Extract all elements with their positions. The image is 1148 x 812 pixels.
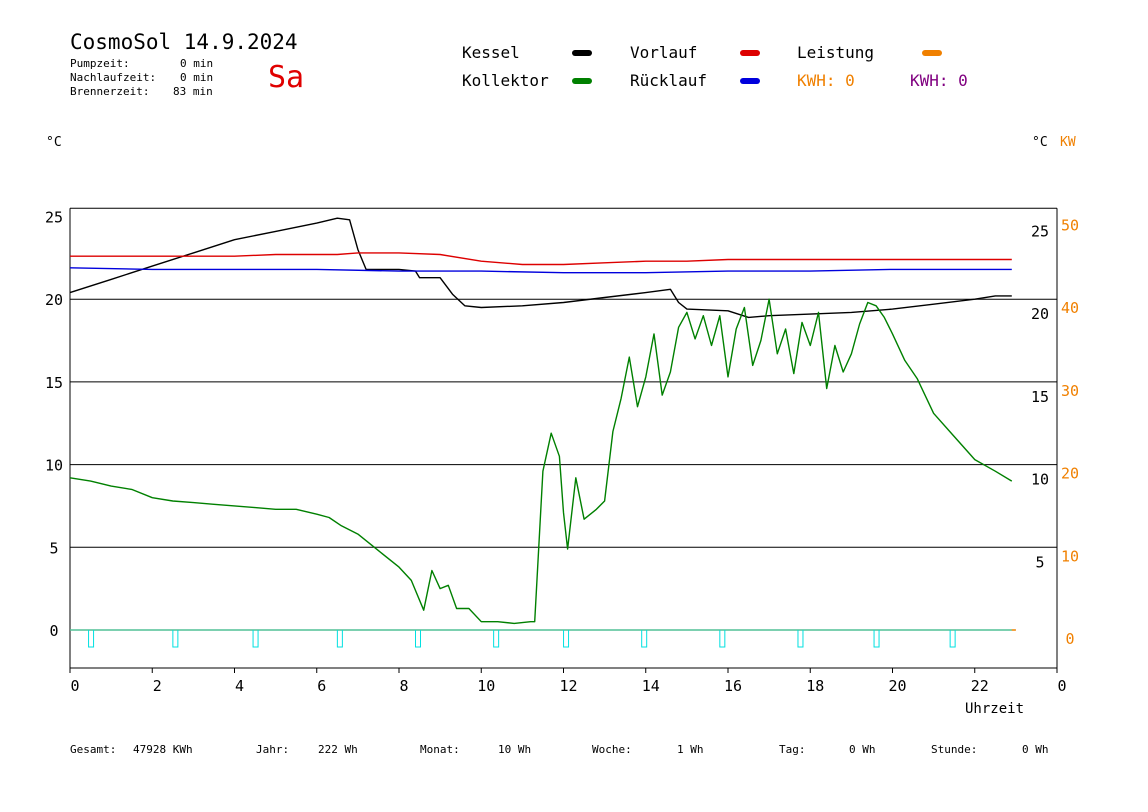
y-right-kw-tick-label: 30: [1061, 382, 1079, 400]
left-axis-unit: °C: [46, 135, 62, 150]
legend-ruecklauf-label: Rücklauf: [630, 71, 708, 90]
x-tick-label: 18: [806, 677, 824, 695]
y-left-tick-label: 10: [45, 457, 63, 475]
footer-jahr-value: 222 Wh: [318, 743, 358, 756]
y-left-tick-label: 15: [45, 374, 63, 392]
legend-kwh-total: KWH: 0: [910, 71, 968, 90]
y-left-tick-label: 25: [45, 209, 63, 227]
series-line-kessel: [69, 217, 1012, 319]
x-tick-label: 10: [477, 677, 495, 695]
x-tick-label: 12: [559, 677, 577, 695]
stat-value-brennerzeit: 83 min: [173, 85, 213, 98]
pump-marker: [641, 629, 648, 648]
y-right-celsius-tick-label: 25: [1031, 223, 1049, 241]
y-right-kw-tick-label: 10: [1061, 547, 1079, 565]
legend-leistung-label: Leistung: [797, 43, 875, 62]
footer-stunde-value: 0 Wh: [1022, 743, 1049, 756]
x-tick-label: 0: [1057, 677, 1066, 695]
x-tick-label: 8: [399, 677, 408, 695]
footer-tag-value: 0 Wh: [849, 743, 876, 756]
legend-leistung-swatch: [922, 50, 942, 56]
stat-value-nachlaufzeit: 0 min: [180, 71, 214, 84]
x-tick-label: 16: [724, 677, 742, 695]
y-right-kw-tick-label: 0: [1065, 630, 1074, 648]
x-tick-label: 22: [971, 677, 989, 695]
footer-woche-value: 1 Wh: [677, 743, 704, 756]
stat-label-nachlaufzeit: Nachlaufzeit:: [70, 71, 157, 84]
weekday-label: Sa: [268, 60, 305, 95]
x-axis-label: Uhrzeit: [965, 701, 1025, 717]
footer-monat-value: 10 Wh: [498, 743, 532, 756]
pump-marker: [797, 629, 804, 648]
pump-marker: [563, 629, 570, 648]
footer-jahr-label: Jahr:: [256, 743, 290, 756]
series-line-ruecklauf: [69, 267, 1012, 274]
pump-marker: [719, 629, 726, 648]
footer-gesamt-label: Gesamt:: [70, 743, 117, 756]
series-line-kollektor: [69, 298, 1013, 625]
series-line-vorlauf: [70, 252, 1012, 266]
footer-stunde-label: Stunde:: [931, 743, 978, 756]
pump-marker: [172, 629, 179, 648]
y-left-tick-label: 5: [49, 539, 58, 557]
x-tick-label: 20: [888, 677, 906, 695]
x-tick-label: 2: [153, 677, 162, 695]
pump-marker: [873, 629, 880, 648]
y-right-celsius-tick-label: 15: [1031, 388, 1049, 406]
footer-gesamt-value: 47928 KWh: [133, 743, 193, 756]
y-right-kw-tick-label: 50: [1061, 217, 1079, 235]
chart-title: CosmoSol 14.9.2024: [70, 30, 298, 54]
pump-marker: [949, 629, 956, 648]
stat-label-brennerzeit: Brennerzeit:: [70, 85, 150, 98]
y-right-kw-tick-label: 20: [1061, 465, 1079, 483]
legend-kessel-label: Kessel: [462, 43, 520, 62]
pump-marker: [493, 629, 500, 648]
right-axis-unit-kw: KW: [1060, 135, 1076, 150]
legend-kessel-swatch: [572, 50, 592, 56]
legend-ruecklauf-swatch: [740, 78, 760, 84]
pump-marker: [336, 629, 343, 648]
x-tick-label: 0: [70, 677, 79, 695]
legend-vorlauf-label: Vorlauf: [630, 43, 698, 62]
x-tick-label: 4: [235, 677, 244, 695]
x-tick-label: 14: [642, 677, 660, 695]
footer-woche-label: Woche:: [592, 743, 632, 756]
footer-tag-label: Tag:: [779, 743, 806, 756]
legend-vorlauf-swatch: [740, 50, 760, 56]
x-tick-label: 6: [317, 677, 326, 695]
legend-kwh-leistung: KWH: 0: [797, 71, 855, 90]
stat-label-pumpzeit: Pumpzeit:: [70, 57, 130, 70]
legend-kollektor-label: Kollektor: [462, 71, 549, 90]
right-axis-unit-celsius: °C: [1032, 135, 1048, 150]
pump-marker: [415, 629, 422, 648]
y-right-celsius-tick-label: 10: [1031, 471, 1049, 489]
legend-kollektor-swatch: [572, 78, 592, 84]
y-left-tick-label: 0: [49, 622, 58, 640]
stat-value-pumpzeit: 0 min: [180, 57, 214, 70]
y-left-tick-label: 20: [45, 291, 63, 309]
y-right-celsius-tick-label: 5: [1035, 553, 1044, 571]
pump-marker: [252, 629, 259, 648]
pump-marker: [88, 629, 95, 648]
y-right-celsius-tick-label: 20: [1031, 305, 1049, 323]
footer-monat-label: Monat:: [420, 743, 460, 756]
y-right-kw-tick-label: 40: [1061, 299, 1079, 317]
